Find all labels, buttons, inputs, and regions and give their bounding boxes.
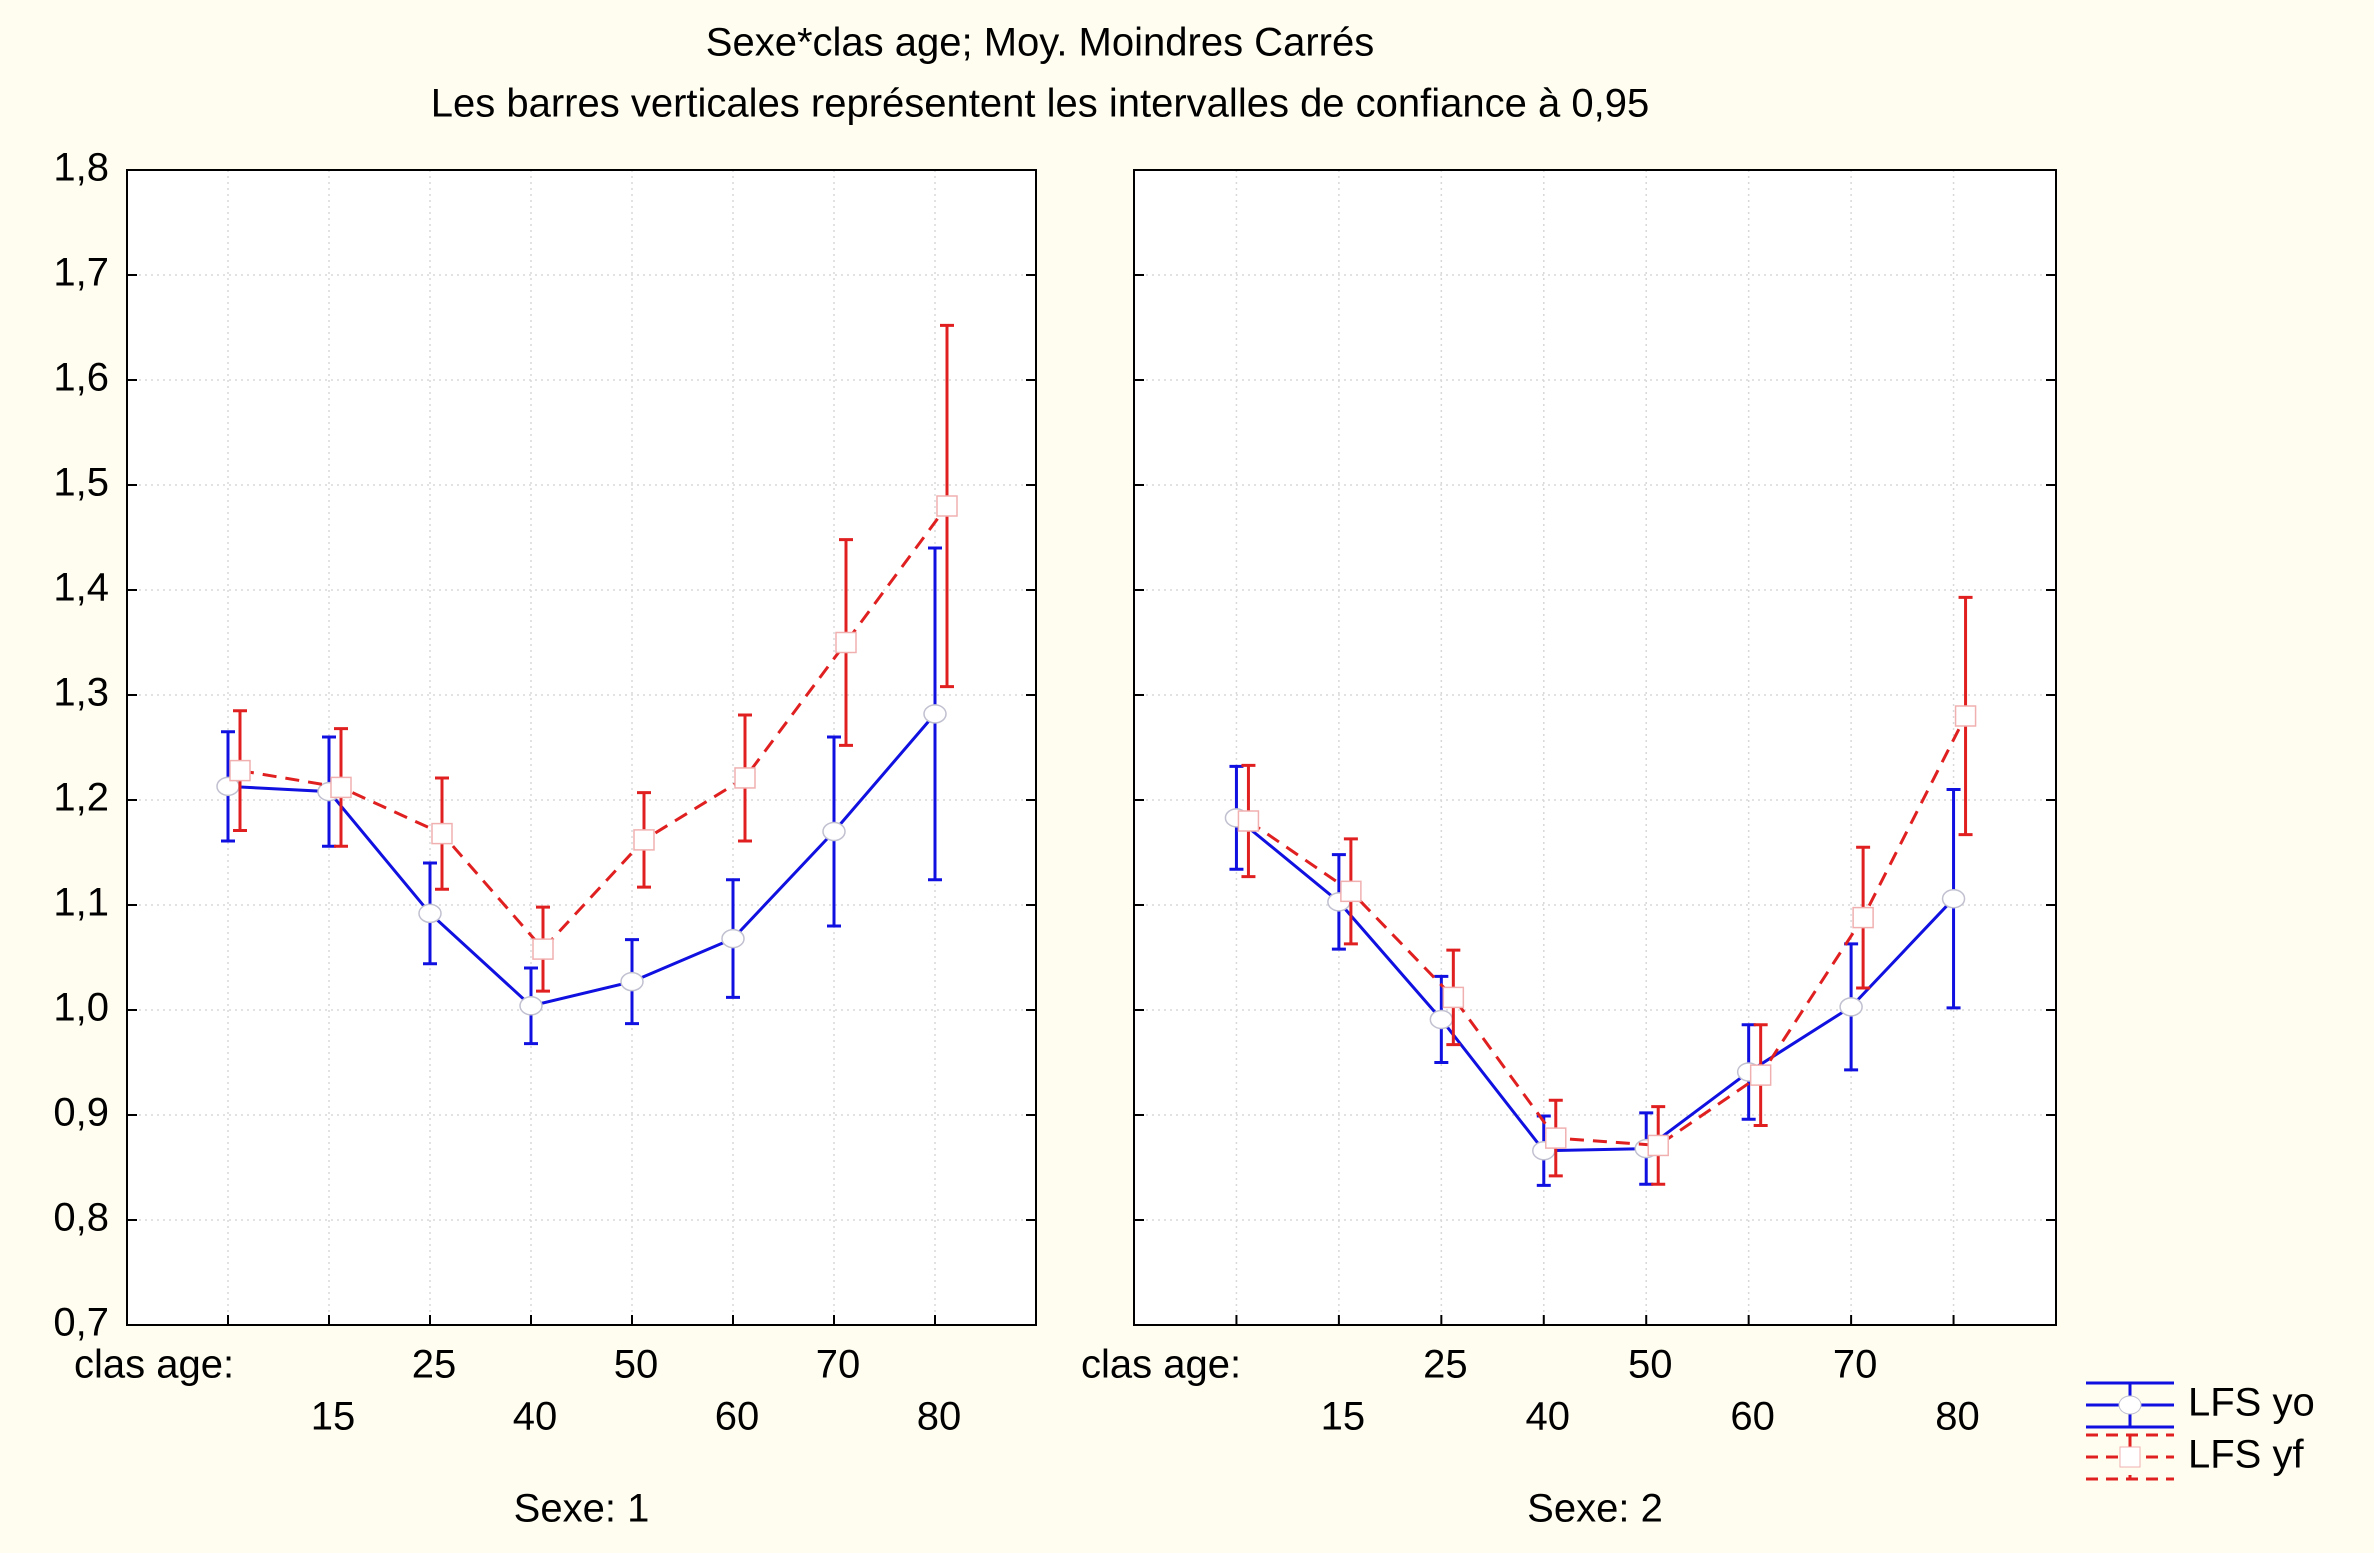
x-tick-label: 15 xyxy=(1321,1395,1366,1439)
marker xyxy=(330,776,352,799)
marker xyxy=(1749,1064,1772,1086)
plot-frame xyxy=(1133,169,2057,1326)
y-tick-label: 1,6 xyxy=(53,356,109,400)
x-tick-label: 70 xyxy=(816,1343,861,1387)
marker xyxy=(923,704,947,724)
y-tick-label: 1,7 xyxy=(53,251,109,295)
x-tick-label: 25 xyxy=(1423,1343,1468,1387)
y-tick-label: 1,3 xyxy=(53,671,109,715)
x-tick-label: 70 xyxy=(1833,1343,1878,1387)
panel-label: Sexe: 2 xyxy=(1527,1487,1663,1531)
marker xyxy=(418,903,442,924)
y-tick-label: 1,5 xyxy=(53,461,109,505)
x-tick-label: 25 xyxy=(412,1343,457,1387)
x-tick-label: 40 xyxy=(513,1395,558,1439)
marker xyxy=(721,928,745,949)
marker xyxy=(1954,705,1977,727)
x-tick-label: 60 xyxy=(715,1395,760,1439)
x-axis-label: clas age: xyxy=(1081,1343,1241,1387)
legend-item: LFS yo xyxy=(2086,1381,2315,1429)
marker xyxy=(822,821,846,842)
y-tick-label: 0,8 xyxy=(53,1196,109,1240)
plot-area xyxy=(127,170,1036,1325)
marker xyxy=(532,938,554,960)
marker xyxy=(835,631,857,654)
marker xyxy=(633,829,655,851)
x-tick-label: 60 xyxy=(1730,1395,1775,1439)
legend-marker xyxy=(2118,1395,2142,1415)
x-tick-label: 40 xyxy=(1526,1395,1571,1439)
y-tick-label: 1,2 xyxy=(53,776,109,820)
chart-title: Sexe*clas age; Moy. Moindres Carrés xyxy=(706,21,1374,65)
x-tick-label: 80 xyxy=(917,1395,962,1439)
y-tick-label: 0,9 xyxy=(53,1091,109,1135)
marker xyxy=(1340,880,1362,903)
marker xyxy=(519,996,543,1016)
legend-marker xyxy=(2119,1446,2141,1468)
y-tick-label: 1,1 xyxy=(53,881,109,925)
marker xyxy=(936,495,958,517)
x-tick-label: 80 xyxy=(1935,1395,1980,1439)
x-tick-label: 50 xyxy=(1628,1343,1673,1387)
marker xyxy=(620,971,644,992)
legend-label: LFS yf xyxy=(2188,1433,2304,1477)
x-tick-label: 15 xyxy=(311,1395,356,1439)
chart-subtitle: Les barres verticales représentent les i… xyxy=(431,82,1649,126)
y-tick-label: 0,7 xyxy=(53,1301,109,1345)
series-line xyxy=(239,505,949,952)
panel-label: Sexe: 1 xyxy=(514,1487,650,1531)
marker xyxy=(1852,906,1874,929)
marker xyxy=(1647,1134,1669,1157)
marker xyxy=(431,822,453,845)
y-tick-label: 1,4 xyxy=(53,566,109,610)
marker xyxy=(1545,1127,1567,1149)
marker xyxy=(229,759,251,782)
marker xyxy=(1839,997,1863,1017)
plot-area xyxy=(1134,170,2056,1325)
legend-label: LFS yo xyxy=(2188,1381,2315,1425)
marker xyxy=(1237,810,1260,832)
series-line xyxy=(227,712,937,1008)
x-axis-label: clas age: xyxy=(74,1343,234,1387)
y-tick-label: 1,0 xyxy=(53,986,109,1030)
plot-frame xyxy=(126,169,1037,1326)
series-line xyxy=(1247,715,1967,1147)
series-line xyxy=(1235,816,1955,1153)
y-tick-label: 1,8 xyxy=(53,146,109,190)
x-tick-label: 50 xyxy=(614,1343,659,1387)
marker xyxy=(1941,888,1966,909)
marker xyxy=(1429,1009,1454,1030)
marker xyxy=(734,767,756,789)
marker xyxy=(1442,986,1465,1009)
legend-item: LFS yf xyxy=(2086,1433,2304,1481)
